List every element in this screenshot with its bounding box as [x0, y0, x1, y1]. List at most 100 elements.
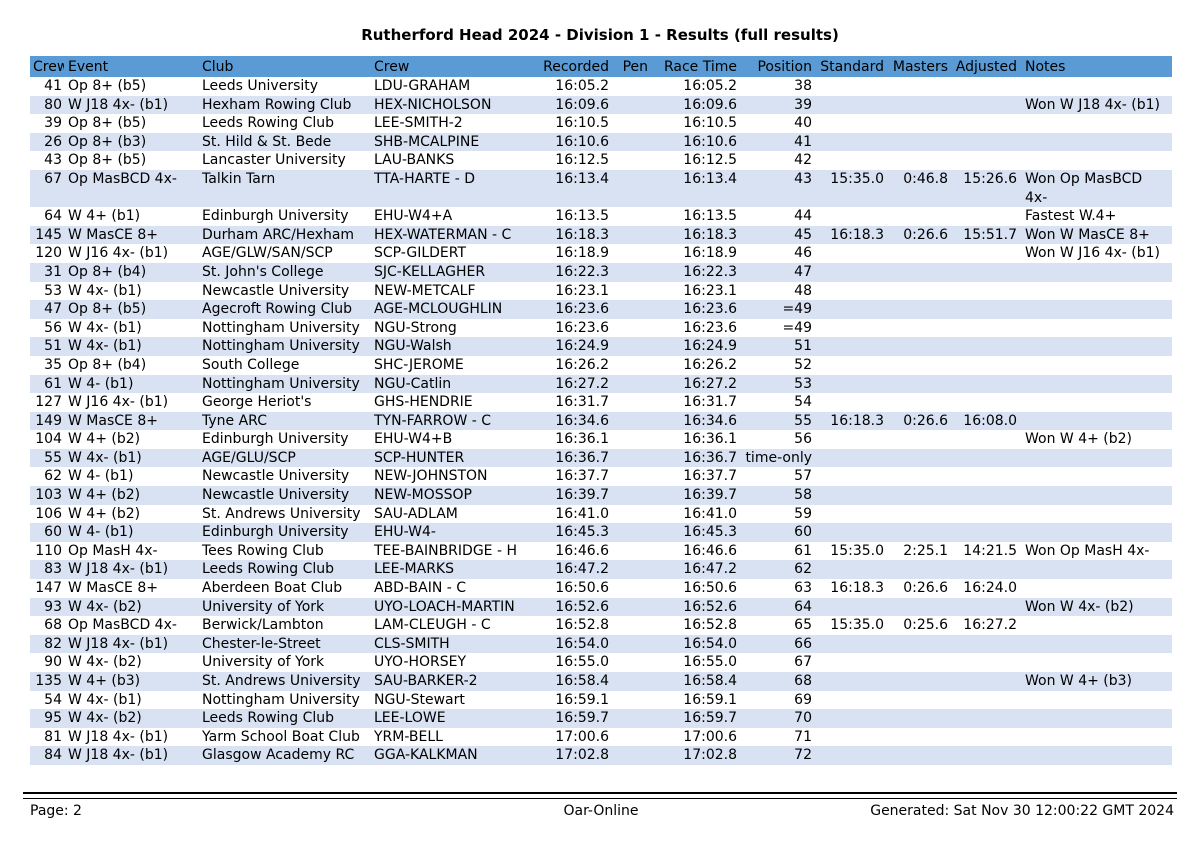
cell-crew-no: 54 [44, 691, 62, 708]
cell-pen [609, 132, 648, 152]
cell-adjusted [948, 77, 1017, 96]
cell-position: 44 [794, 208, 812, 225]
cell-masters [884, 95, 948, 115]
cell-club: Newcastle University [198, 486, 370, 505]
cell-position: 43 [737, 169, 812, 208]
cell-notes [1017, 505, 1172, 524]
cell-masters: 0:25.6 [903, 617, 948, 634]
cell-crew-no: 149 [30, 411, 64, 431]
cell-crew-no: 127 [35, 394, 62, 411]
cell-standard [812, 356, 884, 375]
cell-standard [812, 672, 884, 691]
cell-crew-name: LEE-SMITH-2 [374, 115, 463, 132]
cell-recorded: 16:41.0 [555, 505, 609, 522]
column-header-crew-no: Crew [30, 56, 64, 77]
cell-pen [609, 77, 648, 96]
cell-race-time: 16:34.6 [648, 411, 737, 431]
cell-crew-name: EHU-W4+A [374, 208, 453, 225]
cell-adjusted [948, 709, 1017, 728]
cell-masters [884, 728, 948, 747]
cell-club: Edinburgh University [198, 523, 370, 542]
cell-position: 67 [794, 654, 812, 671]
cell-masters [884, 448, 948, 468]
cell-crew-no: 83 [30, 560, 64, 580]
cell-crew-no: 103 [30, 486, 64, 505]
cell-position: 52 [794, 356, 812, 373]
cell-adjusted [948, 356, 1017, 375]
column-header-position: Position [737, 56, 812, 77]
cell-club: Nottingham University [202, 319, 360, 336]
cell-pen [609, 709, 648, 728]
table-row: 62 W 4- (b1) Newcastle University NEW-JOHNS… [30, 467, 1172, 486]
cell-position: 66 [737, 634, 812, 654]
cell-recorded: 17:02.8 [542, 746, 609, 765]
footer-app-name: Oar-Online [563, 803, 639, 819]
table-row: 110 Op MasH 4x- Tees Rowing Club TEE-BAINBR… [30, 542, 1172, 561]
cell-notes [1017, 467, 1172, 486]
cell-event: Op 8+ (b3) [64, 132, 198, 152]
cell-race-time: 16:36.7 [648, 448, 737, 468]
cell-crew-name: SJC-KELLAGHER [370, 262, 542, 282]
cell-pen [609, 207, 648, 226]
table-row: 93 W 4x- (b2) University of York UYO-LOACH-… [30, 597, 1172, 617]
cell-race-time: 16:54.0 [648, 634, 737, 654]
cell-recorded: 16:59.7 [542, 709, 609, 728]
cell-recorded: 16:13.5 [555, 208, 609, 225]
cell-race-time: 16:09.6 [648, 95, 737, 115]
cell-pen [609, 356, 648, 375]
cell-club: Talkin Tarn [198, 169, 370, 208]
cell-pen [609, 616, 648, 635]
cell-standard [812, 486, 884, 505]
cell-standard [812, 132, 884, 152]
cell-standard: 16:18.3 [812, 225, 884, 245]
cell-adjusted [948, 337, 1017, 356]
cell-masters [884, 467, 948, 486]
cell-adjusted [948, 393, 1017, 412]
cell-recorded: 16:36.7 [542, 448, 609, 468]
cell-position: 45 [737, 225, 812, 245]
cell-event: W 4x- (b1) [68, 319, 142, 336]
cell-crew-name: SAU-BARKER-2 [370, 672, 542, 691]
cell-crew-no: 82 [30, 634, 64, 654]
cell-masters [884, 709, 948, 728]
cell-position: 63 [794, 580, 812, 597]
cell-crew-no: 39 [44, 115, 62, 132]
table-row: 80 W J18 4x- (b1) Hexham Rowing Club HEX-NI… [30, 95, 1172, 115]
results-table: Crew Event Club Crew Recorded Pen Race Time Pos… [30, 56, 1172, 765]
cell-masters: 0:26.6 [884, 225, 948, 245]
cell-masters [884, 653, 948, 672]
cell-club: Tyne ARC [198, 411, 370, 431]
table-row: 64 W 4+ (b1) Edinburgh University EHU-W4+A 1… [30, 207, 1172, 226]
table-row: 47 Op 8+ (b5) Agecroft Rowing Club AGE-MCLO… [30, 300, 1172, 319]
cell-notes: Won Op MasBCD 4x- [1017, 169, 1172, 208]
cell-crew-name: SCP-HUNTER [370, 448, 542, 468]
cell-standard [812, 374, 884, 394]
table-row: 81 W J18 4x- (b1) Yarm School Boat Club YRM… [30, 728, 1172, 747]
cell-pen [609, 505, 648, 524]
cell-notes [1017, 132, 1172, 152]
cell-event: W 4x- (b1) [68, 691, 142, 708]
cell-crew-no: 67 [30, 169, 64, 208]
cell-event: Op 8+ (b5) [68, 78, 147, 94]
cell-adjusted [948, 300, 1017, 319]
cell-event: Op MasBCD 4x- [64, 169, 198, 208]
cell-crew-no: 56 [44, 319, 62, 336]
cell-crew-no: 84 [30, 746, 64, 765]
cell-crew-name: EHU-W4+B [374, 431, 453, 448]
cell-pen [609, 282, 648, 301]
cell-pen [609, 319, 648, 338]
cell-crew-name: TEE-BAINBRIDGE - H [374, 542, 517, 559]
cell-position: 70 [737, 709, 812, 728]
cell-recorded: 16:37.7 [555, 468, 609, 485]
cell-pen [609, 95, 648, 115]
cell-standard: 15:35.0 [812, 169, 884, 208]
cell-crew-no: 110 [35, 542, 62, 559]
table-row: 104 W 4+ (b2) Edinburgh University EHU-W4+B… [30, 430, 1172, 449]
footer-generated-timestamp: Generated: Sat Nov 30 12:00:22 GMT 2024 [870, 803, 1174, 819]
cell-adjusted [948, 262, 1017, 282]
cell-crew-no: 47 [30, 300, 64, 319]
cell-notes [1017, 393, 1172, 412]
cell-crew-name: NGU-Strong [374, 319, 457, 336]
cell-standard: 15:35.0 [830, 542, 884, 559]
cell-adjusted [948, 672, 1017, 691]
